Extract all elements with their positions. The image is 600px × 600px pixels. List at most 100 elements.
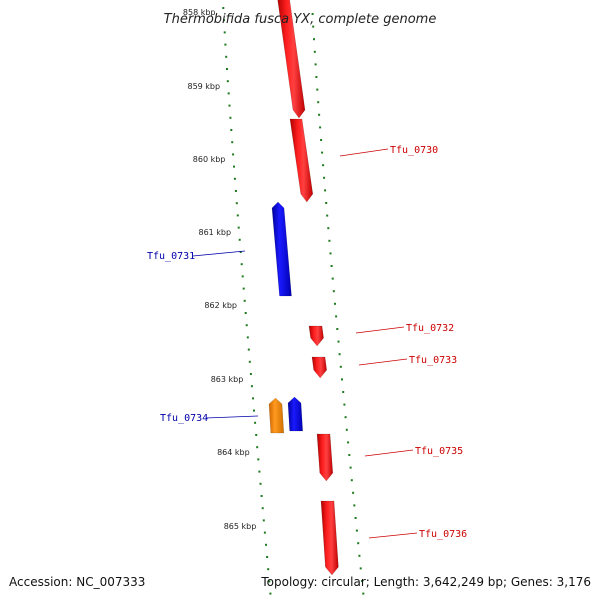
outer-ruler-tick	[315, 76, 318, 78]
gene-arrow-forward	[316, 433, 334, 482]
map-title: Thermobifida fusca YX, complete genome	[164, 12, 437, 27]
gene-arrow-highlight	[268, 397, 285, 434]
inner-ruler-tick	[263, 531, 266, 534]
inner-ruler-tick	[225, 55, 228, 58]
inner-ruler-tick	[230, 129, 233, 131]
gene-label: Tfu_0731	[147, 251, 195, 262]
label-leader-line	[368, 532, 418, 539]
outer-ruler-tick	[321, 151, 324, 154]
outer-ruler-tick	[353, 504, 356, 507]
outer-ruler-tick	[314, 63, 317, 66]
inner-ruler-tick	[237, 226, 240, 229]
outer-ruler-tick	[344, 416, 347, 419]
gene-arrow-forward	[320, 500, 339, 576]
scale-label: 858 kbp	[183, 8, 216, 17]
inner-ruler-tick	[249, 373, 252, 375]
outer-ruler-tick	[355, 529, 358, 532]
inner-ruler-tick	[265, 543, 267, 546]
label-leader-line	[364, 449, 414, 457]
gene-arrow-reverse	[271, 201, 292, 297]
gene-label: Tfu_0730	[390, 145, 438, 156]
outer-ruler-tick	[332, 290, 335, 293]
scale-label: 863 kbp	[211, 375, 244, 384]
outer-ruler-tick	[341, 378, 343, 381]
inner-ruler-tick	[252, 397, 254, 400]
inner-ruler-tick	[266, 556, 269, 558]
label-leader-line	[355, 326, 405, 334]
scale-label: 859 kbp	[187, 82, 220, 91]
topology-text: Topology: circular; Length: 3,642,249 bp…	[260, 575, 591, 589]
inner-ruler-tick	[261, 507, 264, 510]
outer-ruler-tick	[361, 580, 363, 582]
gene-label: Tfu_0735	[415, 446, 463, 457]
outer-ruler-tick	[335, 315, 338, 318]
outer-ruler-tick	[358, 554, 361, 557]
gene-labels: Tfu_0730 Tfu_0731 Tfu_0732 Tfu_0733 Tfu_0734…	[147, 145, 467, 540]
outer-ruler-tick	[337, 340, 340, 343]
gene-arrow-forward	[277, 0, 306, 119]
outer-ruler-tick	[350, 479, 353, 482]
inner-ruler-tick	[244, 312, 247, 314]
inner-ruler-tick	[228, 104, 231, 107]
outer-ruler-tick	[331, 277, 334, 280]
outer-ruler-tick	[352, 491, 355, 494]
inner-ruler-tick	[235, 202, 238, 205]
gene-label: Tfu_0736	[419, 529, 467, 540]
outer-ruler-tick	[320, 139, 323, 141]
label-leader-line	[192, 250, 246, 257]
inner-ruler-tick	[232, 153, 235, 156]
gene-arrow-forward	[308, 325, 324, 347]
inner-ruler-tick	[233, 165, 235, 168]
inner-ruler-tick	[231, 141, 234, 144]
inner-ruler-tick	[255, 434, 258, 436]
outer-ruler-tick	[348, 454, 351, 456]
inner-ruler-tick	[229, 116, 232, 119]
outer-ruler-tick	[324, 189, 327, 192]
outer-ruler-tick	[319, 126, 322, 129]
outer-ruler-tick	[312, 25, 315, 28]
inner-ruler-tick	[246, 336, 249, 339]
inner-ruler-tick	[223, 31, 226, 34]
inner-ruler-tick	[260, 495, 263, 497]
inner-ruler-tick	[267, 568, 270, 571]
inner-ruler-tick	[233, 177, 236, 180]
inner-ruler-tick	[243, 299, 246, 302]
outer-ruler-tick	[323, 176, 326, 179]
outer-ruler-tick	[317, 101, 320, 104]
scale-label: 864 kbp	[217, 448, 250, 457]
inner-ruler-tick	[247, 348, 250, 351]
outer-ruler-tick	[328, 239, 331, 242]
outer-ruler-tick	[325, 202, 328, 204]
outer-ruler-tick	[343, 403, 346, 406]
outer-ruler-tick	[354, 517, 357, 519]
outer-ruler-tick	[313, 38, 315, 41]
inner-ruler-tick	[269, 592, 272, 595]
inner-ruler-tick	[240, 263, 243, 266]
outer-ruler-tick	[347, 441, 350, 444]
outer-ruler-tick	[318, 113, 321, 116]
inner-ruler-tick	[227, 92, 230, 95]
outer-ruler-tick	[339, 365, 342, 368]
inner-ruler-tick	[250, 385, 253, 388]
ruler-ticks	[222, 7, 365, 595]
scale-label: 862 kbp	[204, 301, 237, 310]
outer-ruler-tick	[329, 252, 332, 255]
inner-ruler-tick	[222, 7, 225, 9]
scale-label: 861 kbp	[198, 228, 231, 237]
inner-ruler-tick	[258, 470, 261, 473]
inner-ruler-tick	[268, 580, 271, 583]
inner-ruler-tick	[245, 324, 248, 327]
inner-ruler-tick	[256, 446, 259, 449]
outer-ruler-tick	[327, 227, 330, 230]
outer-ruler-tick	[311, 13, 314, 15]
scale-label: 860 kbp	[193, 155, 226, 164]
inner-ruler-tick	[224, 43, 227, 46]
scale-labels: 858 kbp 859 kbp 860 kbp 861 kbp 862 kbp 863 k…	[183, 8, 256, 531]
outer-ruler-tick	[338, 353, 341, 356]
label-leader-line	[358, 358, 408, 366]
gene-arrow-forward	[289, 118, 314, 203]
inner-ruler-tick	[254, 421, 257, 424]
label-leader-line	[205, 415, 259, 419]
outer-ruler-tick	[336, 328, 339, 330]
